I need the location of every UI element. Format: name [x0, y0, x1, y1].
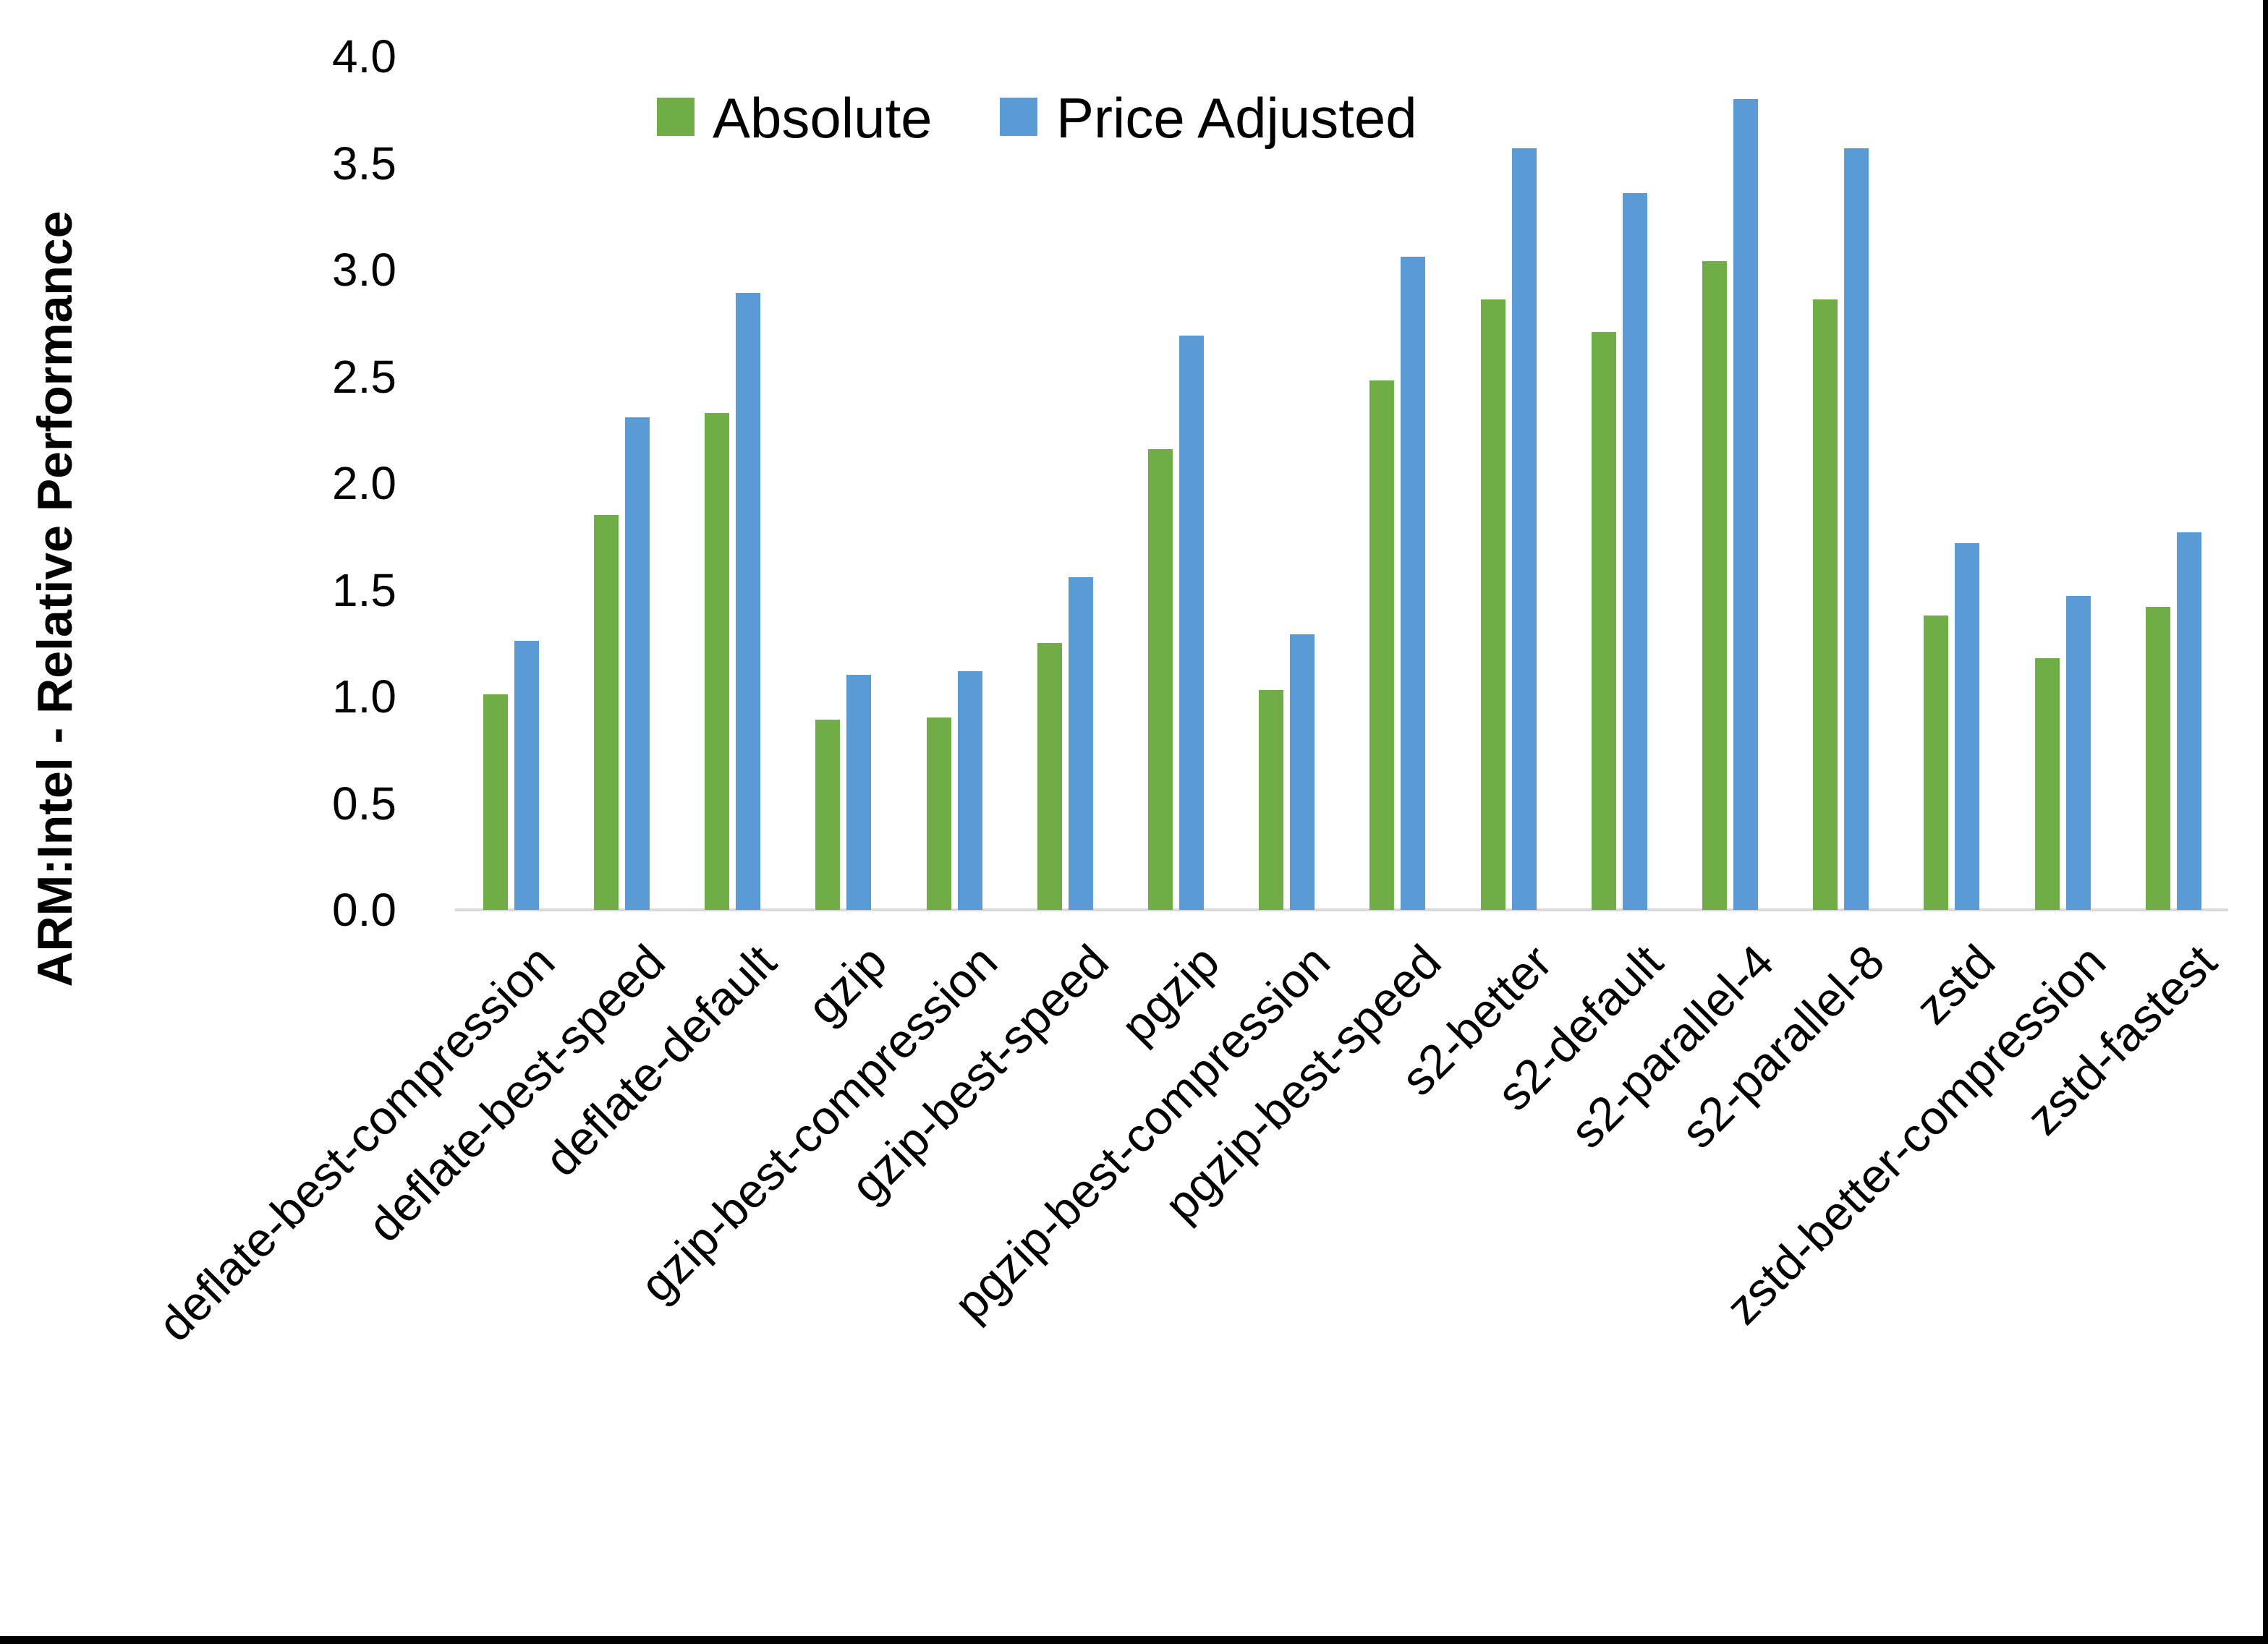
legend-label-price-adjusted: Price Adjusted: [1056, 86, 1417, 150]
bar-price-adjusted: [1068, 577, 1093, 910]
bar-absolute: [2034, 658, 2060, 910]
bar-price-adjusted: [846, 675, 872, 910]
bar-price-adjusted: [1844, 148, 1869, 910]
bar-price-adjusted: [1511, 148, 1537, 910]
bar-price-adjusted: [1955, 543, 1980, 910]
y-axis-title: ARM:Intel - Relative Performance: [27, 210, 82, 987]
y-tick-label: 0.0: [332, 884, 396, 936]
bar-price-adjusted: [624, 417, 650, 910]
plot-area: [455, 56, 2228, 911]
bar-absolute: [926, 717, 951, 910]
y-tick-label: 1.5: [332, 563, 396, 616]
bar-price-adjusted: [2065, 596, 2091, 910]
bar-absolute: [1480, 299, 1505, 910]
y-tick-label: 3.5: [332, 137, 396, 189]
bar-price-adjusted: [1401, 257, 1426, 910]
bar-absolute: [1369, 380, 1395, 910]
bar-price-adjusted: [957, 671, 982, 910]
bar-absolute: [815, 720, 841, 910]
y-tick-label: 1.0: [332, 670, 396, 723]
legend-label-absolute: Absolute: [713, 86, 933, 150]
legend-swatch-absolute: [657, 98, 695, 136]
y-tick-label: 3.0: [332, 244, 396, 296]
bar-absolute: [1813, 299, 1838, 910]
bar-price-adjusted: [1622, 193, 1647, 910]
bar-absolute: [2145, 607, 2170, 910]
bar-absolute: [1702, 261, 1727, 910]
bar-absolute: [593, 515, 619, 910]
legend-swatch-price-adjusted: [1000, 98, 1037, 136]
bar-price-adjusted: [1733, 99, 1758, 910]
bar-price-adjusted: [1178, 336, 1204, 910]
bar-price-adjusted: [1290, 634, 1315, 910]
bar-absolute: [705, 413, 730, 910]
y-tick-label: 4.0: [332, 30, 396, 82]
bar-absolute: [483, 694, 508, 910]
bar-price-adjusted: [736, 293, 761, 910]
bar-price-adjusted: [2176, 532, 2201, 910]
bar-absolute: [1037, 643, 1062, 910]
y-tick-label: 2.0: [332, 457, 396, 509]
bar-price-adjusted: [514, 641, 539, 910]
x-axis-line: [455, 908, 2228, 911]
bar-absolute: [1591, 332, 1616, 910]
right-border: [2263, 0, 2268, 1644]
y-tick-label: 2.5: [332, 350, 396, 403]
x-axis-label: gzip: [797, 934, 897, 1034]
bar-absolute: [1259, 690, 1284, 910]
y-tick-label: 0.5: [332, 777, 396, 830]
x-axis-label: zstd: [1905, 934, 2005, 1034]
bar-absolute: [1924, 616, 1949, 910]
bottom-border: [0, 1636, 2268, 1644]
bar-absolute: [1147, 449, 1173, 910]
